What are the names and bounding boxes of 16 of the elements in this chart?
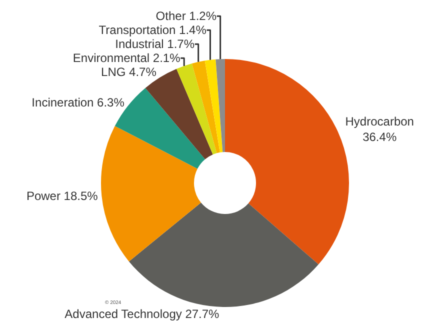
donut-slice	[128, 202, 319, 307]
slice-label: Other 1.2%	[156, 9, 217, 24]
slice-label: Environmental 2.1%	[72, 51, 181, 66]
donut-slice	[176, 64, 217, 154]
slice-label: LNG 4.7%	[101, 65, 157, 80]
slice-label: Advanced Technology 27.7%	[64, 306, 220, 321]
donut-slice	[216, 59, 225, 152]
slice-label: Transportation 1.4%	[98, 23, 207, 38]
data-label: 36.4%	[362, 130, 397, 144]
slice-label: Power 18.5%	[26, 188, 98, 203]
donut-slice	[101, 126, 201, 262]
slice-label: Hydrocarbon	[345, 114, 414, 128]
donut-slice	[192, 60, 220, 154]
donut-slice	[204, 59, 223, 152]
slice-label: Industrial 1.7%	[115, 37, 195, 52]
slice-label: Incineration 6.3%	[32, 96, 125, 110]
